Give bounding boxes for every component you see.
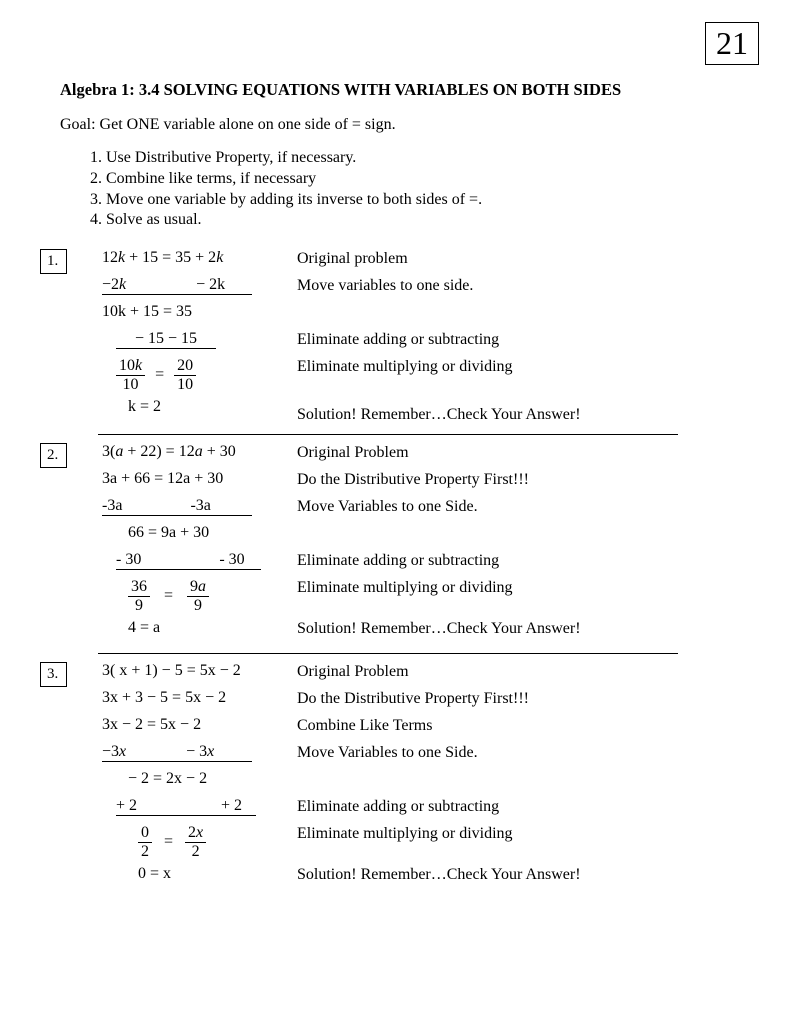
p3-r6-b: + 2 — [221, 797, 242, 814]
p2-r6-n1: 36 — [128, 578, 150, 597]
p2-r1-c: + 30 — [203, 443, 236, 460]
p2-r6-d1: 9 — [128, 597, 150, 615]
p1-desc-elim-add: Eliminate adding or subtracting — [297, 330, 499, 349]
p2-r3-a: -3a — [102, 497, 122, 514]
p2-eq-original: 3(a + 22) = 12a + 30 — [102, 443, 297, 461]
problem-2-number: 2. — [40, 443, 67, 468]
problem-2: 2. 3(a + 22) = 12a + 30 Original Problem… — [102, 443, 731, 643]
p1-r5-d2: 10 — [174, 376, 196, 394]
p1-r4: − 15 − 15 — [116, 330, 216, 349]
p3-eq-distrib: 3x + 3 − 5 = 5x − 2 — [102, 689, 297, 707]
p1-desc-solution: Solution! Remember…Check Your Answer! — [297, 398, 581, 424]
p2-desc-solution: Solution! Remember…Check Your Answer! — [297, 619, 581, 638]
problem-3: 3. 3( x + 1) − 5 = 5x − 2 Original Probl… — [102, 662, 731, 889]
p1-eq-sub15: − 15 − 15 — [102, 330, 297, 349]
p3-r4-b: − 3 — [186, 743, 207, 760]
separator-1 — [98, 434, 678, 435]
p1-r5-n2: 20 — [174, 357, 196, 376]
p3-r4-a: −3 — [102, 743, 119, 760]
p3-eq-combine: 3x − 2 = 5x − 2 — [102, 716, 297, 734]
p2-eq-divide: 369 = 9a9 — [102, 578, 297, 614]
p3-r7-n2: 2 — [188, 824, 196, 841]
step-4: 4. Solve as usual. — [90, 210, 731, 231]
p3-r7-nv: x — [196, 824, 203, 841]
p3-r7-n1: 0 — [138, 824, 152, 843]
p3-desc-distrib: Do the Distributive Property First!!! — [297, 689, 529, 708]
p2-desc-move: Move Variables to one Side. — [297, 497, 478, 516]
separator-2 — [98, 653, 678, 654]
problem-3-number: 3. — [40, 662, 67, 687]
p1-r5-nv: k — [135, 357, 142, 374]
step-2: 2. Combine like terms, if necessary — [90, 169, 731, 190]
p2-eq-combined: 66 = 9a + 30 — [102, 524, 297, 542]
p3-eq-solution: 0 = x — [102, 865, 297, 883]
p2-desc-elim-mul: Eliminate multiplying or dividing — [297, 578, 513, 597]
p3-eq-move: −3x − 3x — [102, 743, 297, 762]
p2-r1-b: + 22) = 12 — [123, 443, 194, 460]
step-1: 1. Use Distributive Property, if necessa… — [90, 148, 731, 169]
p1-r1-a: 12 — [102, 249, 118, 266]
p2-eq-move: -3a -3a — [102, 497, 297, 516]
p1-r1-b: + 15 = 35 + 2 — [125, 249, 216, 266]
p3-r7-d1: 2 — [138, 843, 152, 861]
page-title: Algebra 1: 3.4 SOLVING EQUATIONS WITH VA… — [60, 80, 731, 100]
p3-eq-original: 3( x + 1) − 5 = 5x − 2 — [102, 662, 297, 680]
p2-desc-elim-add: Eliminate adding or subtracting — [297, 551, 499, 570]
p3-r4-av: x — [119, 743, 126, 760]
p3-desc-solution: Solution! Remember…Check Your Answer! — [297, 865, 581, 884]
p1-eq-original: 12k + 15 = 35 + 2k — [102, 249, 297, 267]
p2-r6-d2: 9 — [187, 597, 209, 615]
p1-eq-solution: k = 2 — [102, 398, 297, 416]
p1-r2-a: −2 — [102, 276, 119, 293]
p1-eq-combined: 10k + 15 = 35 — [102, 303, 297, 321]
p1-eq-move: −2k − 2k — [102, 276, 297, 295]
p3-eq-after-move: − 2 = 2x − 2 — [102, 770, 297, 788]
p1-eq-divide: 10k10 = 2010 — [102, 357, 297, 393]
p2-desc-distrib: Do the Distributive Property First!!! — [297, 470, 529, 489]
p2-desc-original: Original Problem — [297, 443, 409, 462]
problem-1: 1. 12k + 15 = 35 + 2k Original problem −… — [102, 249, 731, 424]
p3-desc-combine: Combine Like Terms — [297, 716, 432, 735]
p2-r1-v2: a — [195, 443, 203, 460]
p2-r3-b: -3a — [190, 497, 210, 514]
p3-desc-elim-mul: Eliminate multiplying or dividing — [297, 824, 513, 843]
p1-r2-b: − 2k — [196, 276, 225, 293]
p2-r6-n2: 9 — [190, 578, 198, 595]
p3-desc-elim-add: Eliminate adding or subtracting — [297, 797, 499, 816]
step-3: 3. Move one variable by adding its inver… — [90, 190, 731, 211]
p3-r4-bv: x — [207, 743, 214, 760]
p3-desc-original: Original Problem — [297, 662, 409, 681]
p2-eq-solution: 4 = a — [102, 619, 297, 637]
p1-r1-v2: k — [216, 249, 223, 266]
p3-r7-d2: 2 — [185, 843, 206, 861]
p1-r5-d1: 10 — [116, 376, 145, 394]
p2-eq-sub30: - 30 - 30 — [102, 551, 297, 570]
p1-r2-av: k — [119, 276, 126, 293]
p3-r6-a: + 2 — [116, 797, 137, 814]
problem-1-number: 1. — [40, 249, 67, 274]
p3-desc-move: Move Variables to one Side. — [297, 743, 478, 762]
p2-r6-nv: a — [198, 578, 206, 595]
p2-r5-b: - 30 — [219, 551, 244, 568]
p1-desc-original: Original problem — [297, 249, 408, 268]
p2-r5-a: - 30 — [116, 551, 141, 568]
p2-eq-distrib: 3a + 66 = 12a + 30 — [102, 470, 297, 488]
p1-desc-elim-mul: Eliminate multiplying or dividing — [297, 357, 513, 376]
goal-text: Goal: Get ONE variable alone on one side… — [60, 116, 731, 134]
steps-list: 1. Use Distributive Property, if necessa… — [90, 148, 731, 231]
p1-desc-move: Move variables to one side. — [297, 276, 473, 295]
p1-r5-n1: 10 — [119, 357, 135, 374]
p3-eq-add2: + 2 + 2 — [102, 797, 297, 816]
p3-eq-divide: 02 = 2x2 — [102, 824, 297, 860]
page-number-box: 21 — [705, 22, 759, 65]
p2-r1-a: 3( — [102, 443, 115, 460]
